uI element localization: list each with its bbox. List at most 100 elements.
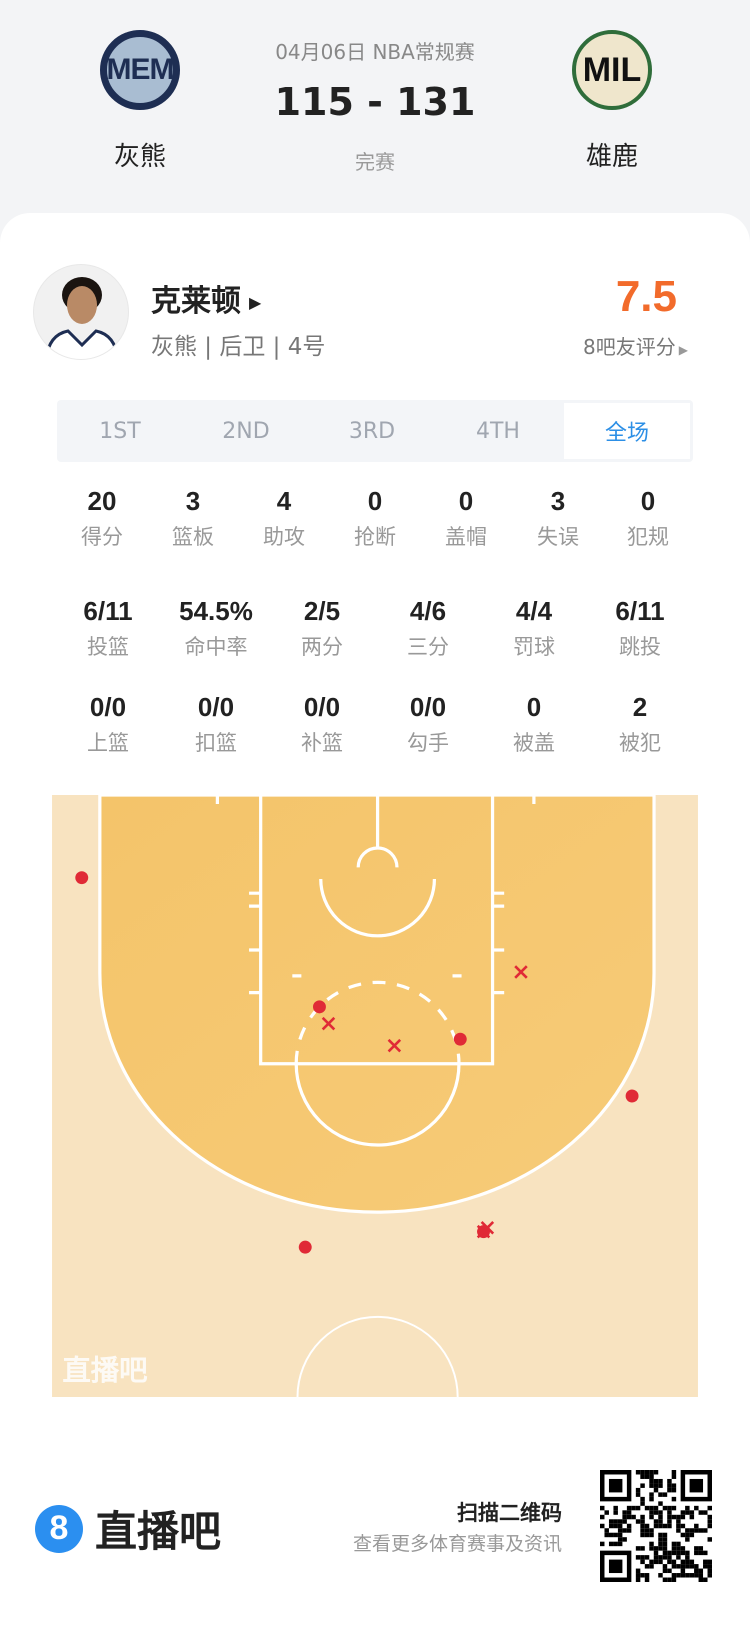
rating-link[interactable]: 8吧友评分 ▶ xyxy=(583,331,688,360)
stat-item: 54.5% 命中率 xyxy=(161,596,271,661)
qr-code-icon[interactable] xyxy=(600,1470,712,1582)
stat-value: 0 xyxy=(526,692,542,722)
stat-item: 4/6 三分 xyxy=(373,596,483,661)
stat-label: 命中率 xyxy=(184,635,248,659)
stat-item: 4 助攻 xyxy=(229,486,339,551)
stat-value: 20 xyxy=(87,486,117,516)
tab-full-game[interactable]: 全场 xyxy=(564,403,690,459)
home-logo-text: MEM xyxy=(106,53,175,86)
stat-value: 4 xyxy=(276,486,292,516)
stat-item: 0/0 上篮 xyxy=(53,692,163,757)
brand-logo: 8 直播吧 xyxy=(35,1498,221,1559)
stat-item: 4/4 罚球 xyxy=(479,596,589,661)
stat-label: 失误 xyxy=(537,525,579,549)
stat-item: 3 篮板 xyxy=(138,486,248,551)
home-team-name: 灰熊 xyxy=(113,142,166,172)
stat-label: 篮板 xyxy=(172,525,214,549)
stat-value: 6/11 xyxy=(615,596,665,626)
stat-label: 勾手 xyxy=(407,731,449,755)
player-name: 克莱顿 xyxy=(151,284,241,319)
brand-name: 直播吧 xyxy=(95,1507,222,1556)
stat-label: 抢断 xyxy=(354,525,396,549)
stat-value: 3 xyxy=(550,486,566,516)
rating-label: 8吧友评分 xyxy=(583,335,676,359)
stat-item: 0 盖帽 xyxy=(411,486,521,551)
away-logo-text: MIL xyxy=(582,50,642,89)
tab-1st[interactable]: 1ST xyxy=(99,418,141,444)
stat-item: 3 失误 xyxy=(503,486,613,551)
stat-value: 54.5% xyxy=(179,596,253,626)
missed-shot-x xyxy=(514,965,528,979)
stat-label: 扣篮 xyxy=(195,731,237,755)
stat-item: 0 犯规 xyxy=(593,486,703,551)
shot-chart: 直播吧 xyxy=(52,795,698,1397)
stat-label: 犯规 xyxy=(627,525,669,549)
player-name-link[interactable]: 克莱顿 ▶ xyxy=(151,276,261,320)
stat-item: 0 被盖 xyxy=(479,692,589,757)
stat-value: 0/0 xyxy=(409,692,447,722)
stat-label: 两分 xyxy=(301,635,343,659)
scan-qr-title: 扫描二维码 xyxy=(457,1501,562,1525)
missed-shot-x xyxy=(480,1221,495,1235)
away-team-name: 雄鹿 xyxy=(585,142,638,172)
stat-label: 助攻 xyxy=(263,525,305,549)
tab-3rd[interactable]: 3RD xyxy=(348,418,396,444)
stat-label: 盖帽 xyxy=(445,525,487,549)
stat-value: 0/0 xyxy=(197,692,235,722)
player-info: 灰熊 | 后卫 | 4号 xyxy=(151,334,326,360)
stat-item: 0 抢断 xyxy=(320,486,430,551)
court-watermark: 直播吧 xyxy=(62,1354,147,1387)
stat-item: 2/5 两分 xyxy=(267,596,377,661)
stat-value: 0/0 xyxy=(89,692,127,722)
stat-label: 跳投 xyxy=(619,635,661,659)
stat-value: 6/11 xyxy=(83,596,133,626)
caret-right-icon: ▶ xyxy=(249,293,262,312)
stat-label: 罚球 xyxy=(513,635,555,659)
stat-item: 0/0 扣篮 xyxy=(161,692,271,757)
stat-label: 得分 xyxy=(81,525,123,549)
stat-label: 补篮 xyxy=(301,731,343,755)
stat-value: 4/6 xyxy=(409,596,447,626)
stat-item: 0/0 勾手 xyxy=(373,692,483,757)
made-shot-dot xyxy=(75,871,89,885)
caret-right-icon: ▶ xyxy=(678,343,688,357)
stat-value: 0 xyxy=(458,486,474,516)
stat-item: 20 得分 xyxy=(47,486,157,551)
game-date: 04月06日 NBA常规赛 xyxy=(275,40,475,64)
missed-shot-x xyxy=(321,1016,336,1031)
period-tabs: 1ST 2ND 3RD 4TH 全场 xyxy=(57,400,693,462)
missed-shot-x xyxy=(387,1038,402,1053)
court-lines xyxy=(215,795,536,1397)
stat-label: 上篮 xyxy=(87,731,129,755)
made-shot-dot xyxy=(298,1240,312,1254)
stat-label: 被犯 xyxy=(619,731,661,755)
stat-value: 0 xyxy=(640,486,656,516)
away-team-logo[interactable]: MIL xyxy=(572,30,652,110)
stat-value: 2/5 xyxy=(303,596,341,626)
scan-qr-subtitle: 查看更多体育赛事及资讯 xyxy=(352,1533,562,1555)
brand-8-icon: 8 xyxy=(35,1504,83,1553)
player-rating: 7.5 xyxy=(615,272,677,321)
stat-item: 0/0 补篮 xyxy=(267,692,377,757)
tab-4th[interactable]: 4TH xyxy=(476,418,520,444)
made-shot-dot xyxy=(453,1032,467,1046)
game-status: 完赛 xyxy=(355,150,395,174)
stat-value: 2 xyxy=(632,692,648,722)
game-score: 115 - 131 xyxy=(274,80,476,124)
player-avatar[interactable] xyxy=(33,264,129,360)
stat-label: 被盖 xyxy=(513,731,555,755)
stat-label: 三分 xyxy=(407,635,449,659)
stat-value: 0/0 xyxy=(303,692,341,722)
stat-value: 4/4 xyxy=(515,596,553,626)
stat-value: 0 xyxy=(367,486,383,516)
three-point-area xyxy=(98,795,656,1214)
stat-item: 6/11 跳投 xyxy=(585,596,695,661)
made-shot-dot xyxy=(625,1089,639,1103)
stat-value: 3 xyxy=(185,486,201,516)
stat-item: 2 被犯 xyxy=(585,692,695,757)
home-team-logo[interactable]: MEM xyxy=(100,30,180,110)
stat-item: 6/11 投篮 xyxy=(53,596,163,661)
made-shot-dot xyxy=(312,1000,326,1014)
stat-label: 投篮 xyxy=(87,635,129,659)
tab-2nd[interactable]: 2ND xyxy=(222,418,270,444)
